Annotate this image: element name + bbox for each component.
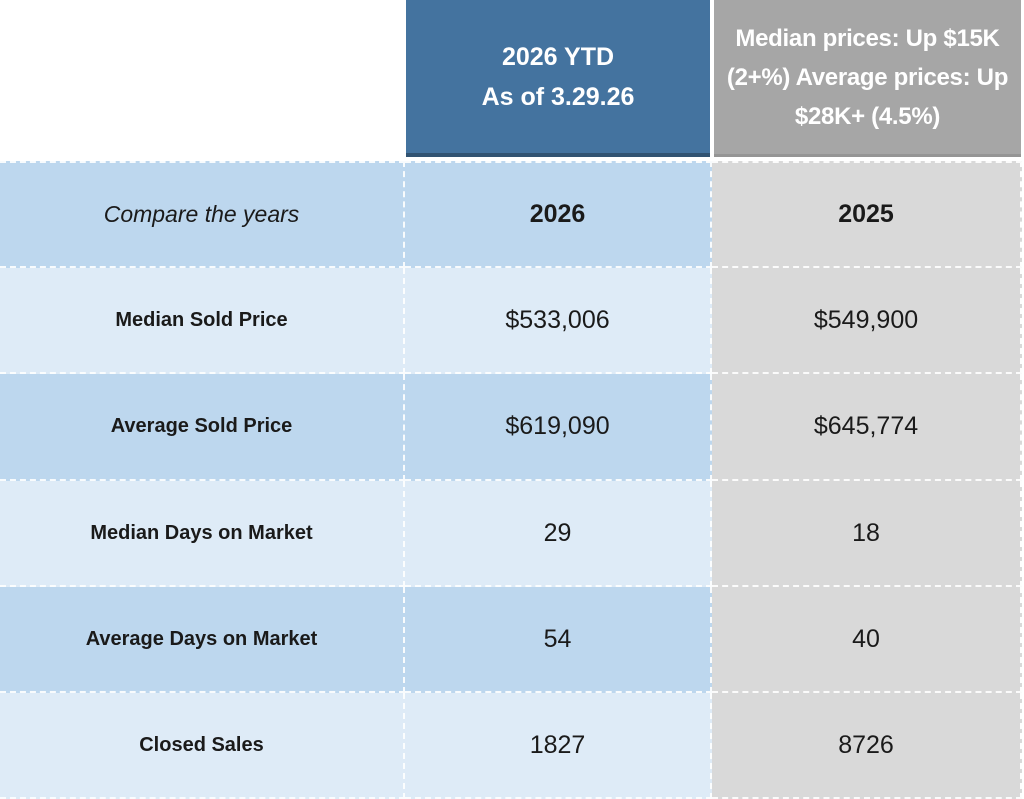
header-body-gap <box>0 157 1024 161</box>
header-2026-ytd: 2026 YTD As of 3.29.26 <box>406 0 710 157</box>
value-2025: 18 <box>712 481 1022 587</box>
value-2025: 40 <box>712 587 1022 693</box>
header-price-annotation: Median prices: Up $15K (2+%) Average pri… <box>714 0 1021 157</box>
year-2026-header: 2026 <box>405 161 712 268</box>
value-2026: $533,006 <box>405 268 712 374</box>
value-2026: 54 <box>405 587 712 693</box>
metric-label: Median Sold Price <box>0 268 405 374</box>
header-2026-line1: 2026 YTD <box>501 42 615 71</box>
metric-label: Median Days on Market <box>0 481 405 587</box>
value-2025: $645,774 <box>712 374 1022 481</box>
value-2026: 29 <box>405 481 712 587</box>
metric-label: Average Days on Market <box>0 587 405 693</box>
value-2026: $619,090 <box>405 374 712 481</box>
header-empty-cell <box>0 0 405 157</box>
year-2025-header: 2025 <box>712 161 1022 268</box>
value-2026: 1827 <box>405 693 712 799</box>
header-2026-line2: As of 3.29.26 <box>481 82 635 111</box>
metric-label: Average Sold Price <box>0 374 405 481</box>
value-2025: 8726 <box>712 693 1022 799</box>
value-2025: $549,900 <box>712 268 1022 374</box>
metric-label: Closed Sales <box>0 693 405 799</box>
compare-the-years-label: Compare the years <box>0 161 405 268</box>
